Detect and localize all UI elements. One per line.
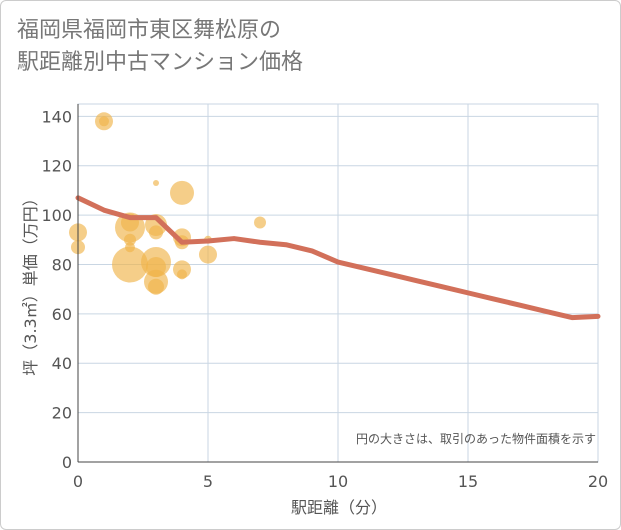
chart-title-line-2: 駅距離別中古マンション価格	[17, 50, 304, 75]
y-tick-label: 40	[52, 354, 72, 373]
scatter-point	[149, 225, 163, 240]
scatter-point	[125, 242, 135, 253]
y-axis-label: 坪（3.3㎡）単価（万円）	[21, 190, 40, 375]
size-annotation: 円の大きさは、取引のあった物件面積を示す	[356, 431, 596, 446]
y-tick-label: 120	[41, 157, 72, 176]
y-tick-label: 60	[52, 305, 72, 324]
average-line-group	[75, 195, 601, 321]
average-price-line	[75, 195, 601, 321]
y-tick-label: 100	[41, 206, 72, 225]
chart-title: 福岡県福岡市東区舞松原の 駅距離別中古マンション価格	[17, 15, 303, 79]
scatter-point	[153, 180, 159, 187]
x-tick-label: 10	[328, 472, 348, 491]
x-tick-labels: 0 5 10 15 20	[73, 472, 608, 491]
x-tick-label: 15	[458, 472, 478, 491]
scatter-point	[148, 278, 164, 295]
x-tick-label: 0	[73, 472, 83, 491]
y-tick-label: 20	[52, 404, 72, 423]
x-tick-label: 20	[588, 472, 608, 491]
scatter-point	[254, 216, 266, 229]
y-tick-label: 80	[52, 255, 72, 274]
scatter-point	[99, 116, 109, 127]
x-tick-label: 5	[203, 472, 213, 491]
y-tick-label: 140	[41, 107, 72, 126]
x-axis-label: 駅距離（分）	[291, 498, 387, 517]
scatter-point	[199, 245, 217, 264]
scatter-point	[177, 269, 187, 280]
scatter-point	[124, 233, 136, 246]
y-tick-label: 0	[62, 453, 72, 472]
scatter-point	[112, 246, 148, 283]
y-tick-labels: 0 20 40 60 80 100 120 140	[41, 107, 72, 472]
chart-title-line-1: 福岡県福岡市東区舞松原の	[17, 18, 282, 43]
scatter-point	[170, 180, 194, 205]
axes	[77, 104, 598, 463]
